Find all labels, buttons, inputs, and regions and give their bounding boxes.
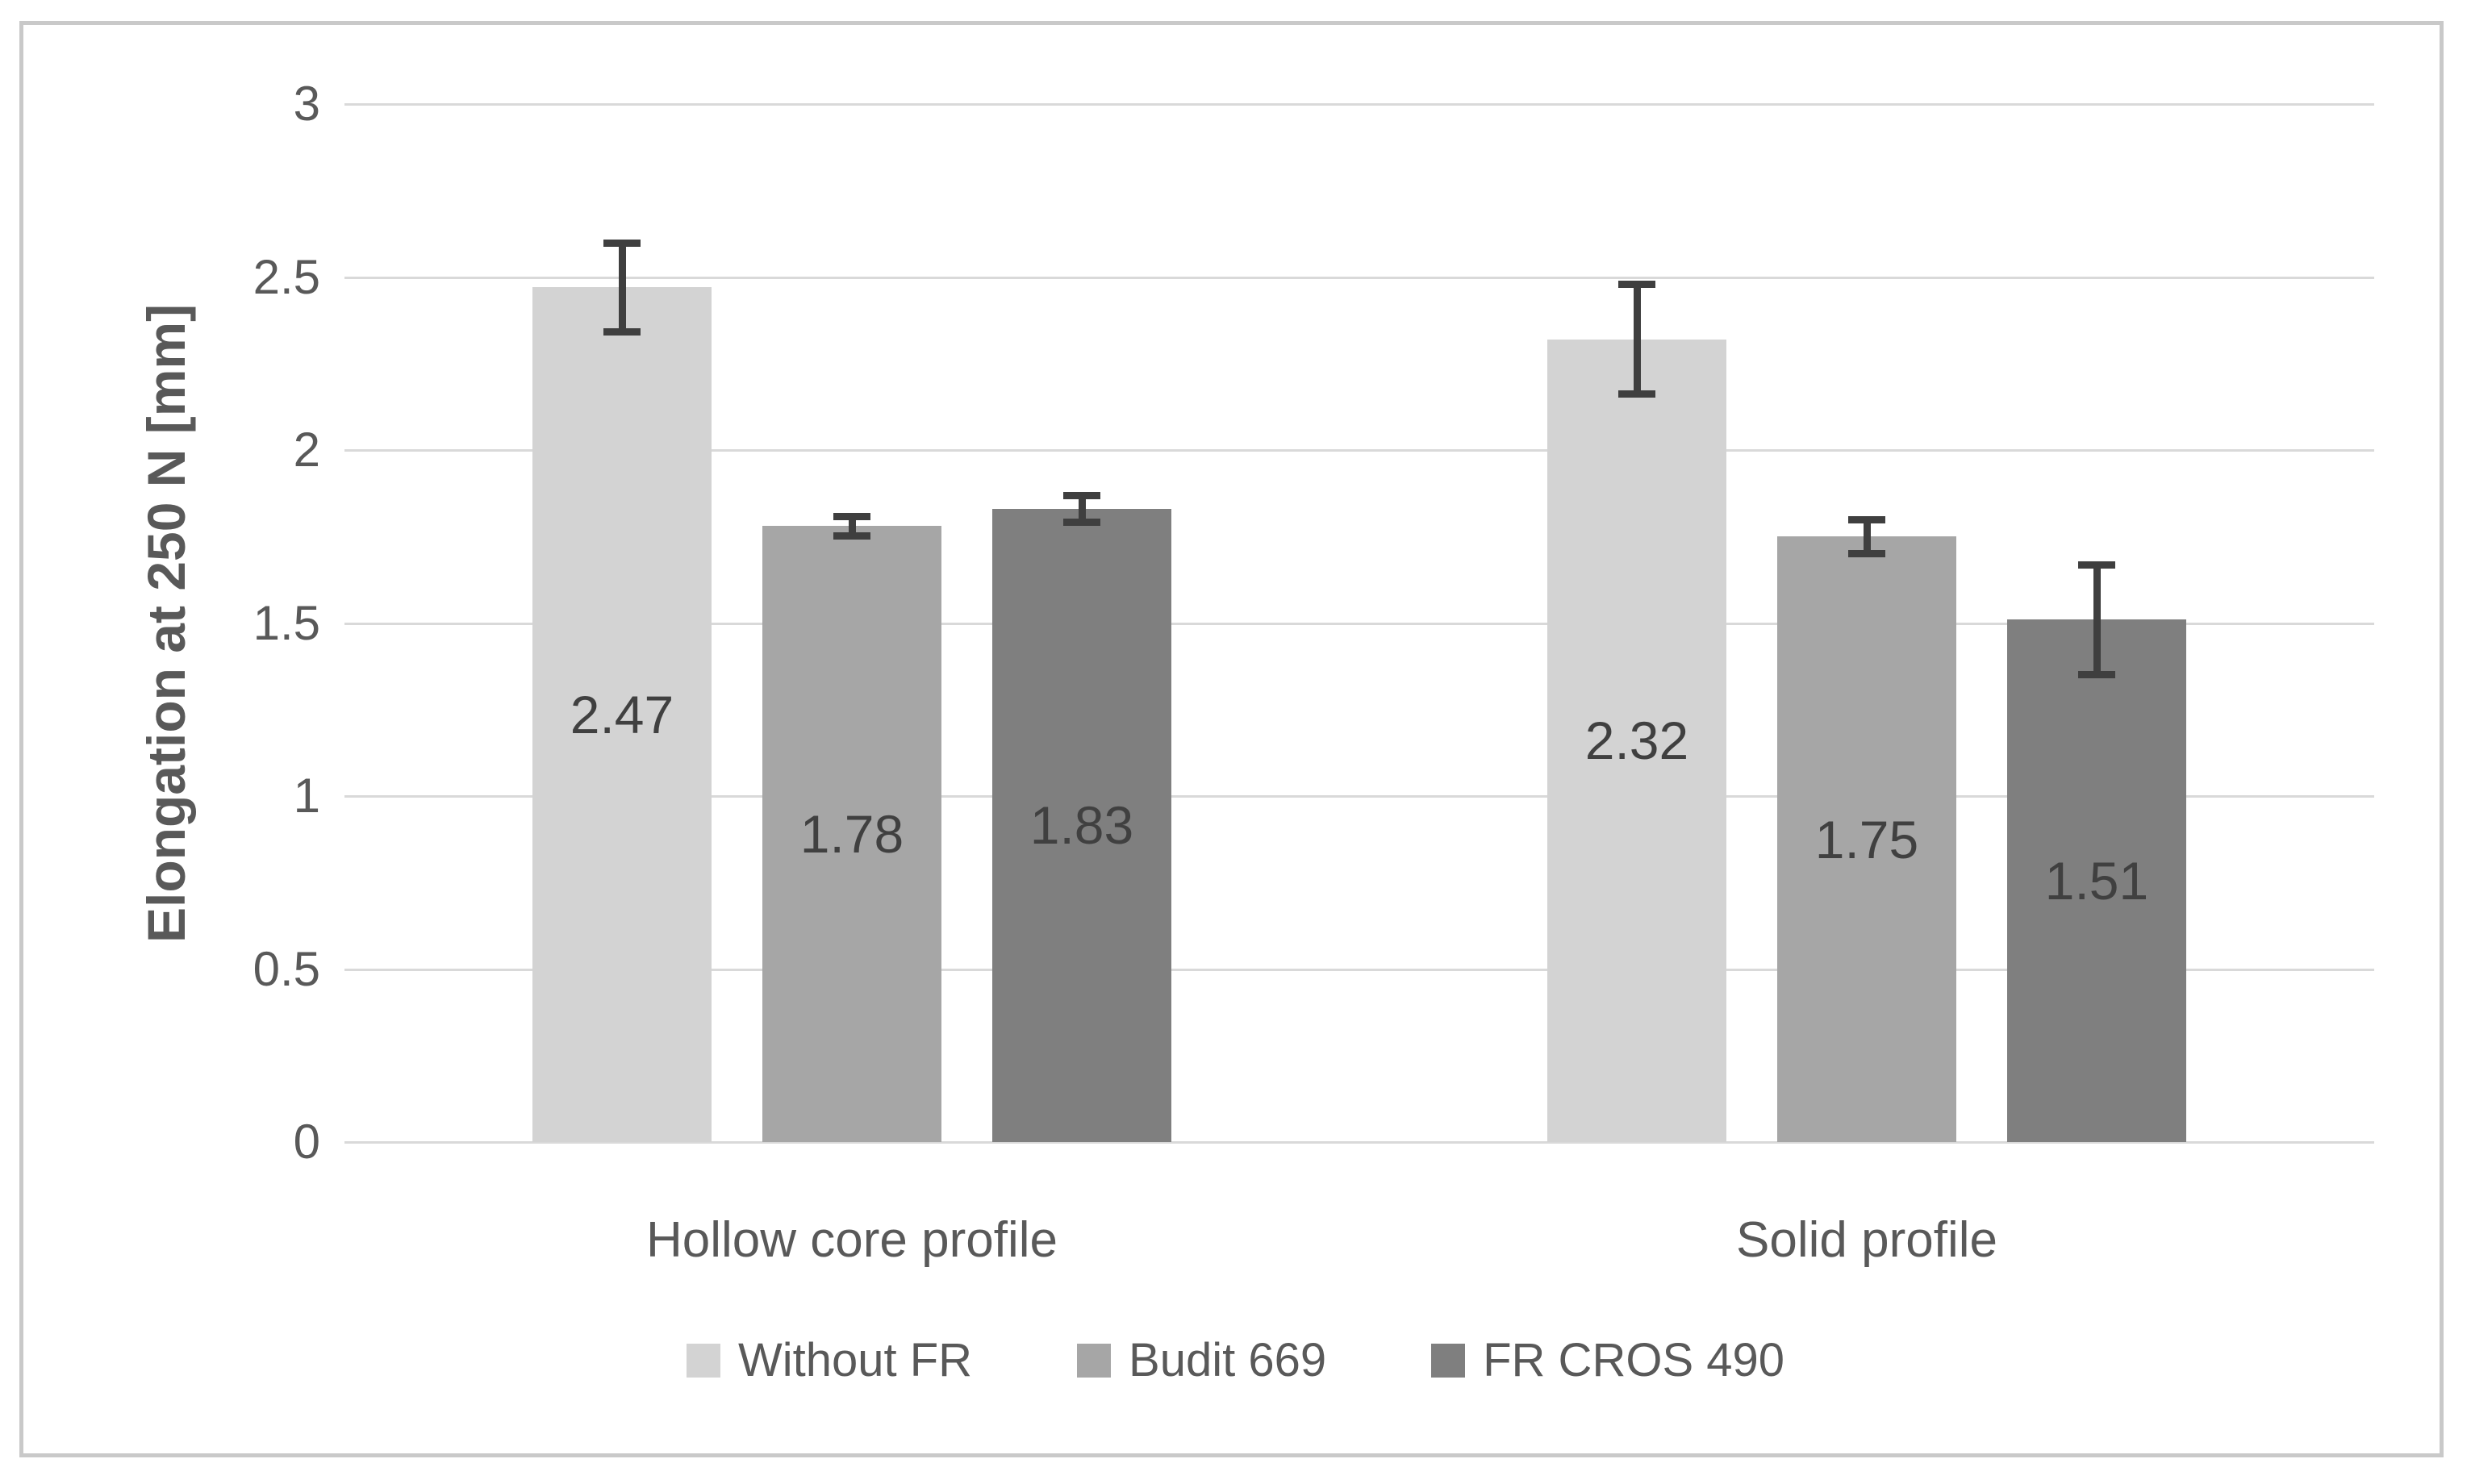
error-bar-top-cap: [603, 239, 641, 247]
y-tick-label: 1: [293, 769, 320, 823]
y-tick-label: 3: [293, 77, 320, 131]
y-tick-label: 0.5: [253, 941, 320, 996]
legend-swatch: [1431, 1344, 1466, 1378]
y-gridline: [344, 968, 2374, 971]
y-gridline: [344, 449, 2374, 452]
error-bar-bottom-cap: [603, 328, 641, 336]
chart-frame: [19, 21, 2444, 1457]
bar: [992, 508, 1171, 1142]
y-gridline: [344, 103, 2374, 106]
bar-value-label: 1.78: [799, 804, 904, 865]
error-bar-bottom-cap: [2078, 670, 2115, 678]
bar-value-label: 1.83: [1029, 795, 1134, 856]
legend-swatch: [686, 1344, 720, 1378]
legend-label: Budit 669: [1129, 1334, 1327, 1386]
legend-item: Budit 669: [1077, 1332, 1326, 1389]
error-bar-top-cap: [1848, 515, 1885, 523]
legend-item: FR CROS 490: [1431, 1332, 1784, 1389]
error-bar-bottom-cap: [1063, 519, 1100, 527]
bar-value-label: 2.32: [1584, 711, 1689, 771]
y-gridline: [344, 622, 2374, 625]
legend-item: Without FR: [686, 1332, 973, 1389]
y-tick-label: 2: [293, 423, 320, 477]
bar-value-label: 1.51: [2044, 851, 2149, 911]
error-bar-line: [1633, 284, 1641, 395]
error-bar-line: [1078, 494, 1086, 523]
legend-label: FR CROS 490: [1483, 1334, 1785, 1386]
bar-value-label: 2.47: [570, 685, 674, 745]
y-tick-label: 1.5: [253, 595, 320, 650]
y-gridline: [344, 276, 2374, 279]
bar: [1777, 536, 1956, 1142]
bar: [762, 526, 941, 1142]
legend: Without FR Budit 669 FR CROS 490: [0, 1324, 2471, 1397]
error-bar-line: [848, 515, 856, 537]
y-tick-label: 0: [293, 1115, 320, 1169]
legend-swatch: [1077, 1344, 1112, 1378]
category-label: Solid profile: [1736, 1212, 1997, 1268]
legend-label: Without FR: [737, 1334, 973, 1386]
error-bar-top-cap: [1063, 491, 1100, 499]
error-bar-bottom-cap: [833, 532, 870, 540]
bar: [1547, 339, 1726, 1142]
error-bar-line: [618, 242, 626, 333]
bar: [532, 287, 712, 1142]
error-bar-line: [1863, 519, 1871, 554]
error-bar-top-cap: [1618, 281, 1655, 289]
y-gridline: [344, 1141, 2374, 1144]
error-bar-bottom-cap: [1848, 549, 1885, 557]
error-bar-bottom-cap: [1618, 390, 1655, 398]
y-gridline: [344, 795, 2374, 798]
bar-value-label: 1.75: [1814, 809, 1919, 869]
error-bar-top-cap: [833, 512, 870, 520]
error-bar-line: [2093, 564, 2101, 675]
category-label: Hollow core profile: [646, 1212, 1058, 1268]
error-bar-top-cap: [2078, 561, 2115, 569]
y-tick-label: 2.5: [253, 249, 320, 304]
bar: [2007, 619, 2186, 1142]
